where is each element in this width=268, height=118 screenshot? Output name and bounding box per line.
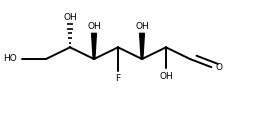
Text: OH: OH — [135, 22, 149, 31]
Text: HO: HO — [3, 54, 17, 63]
Text: OH: OH — [159, 72, 173, 81]
Text: F: F — [116, 74, 121, 83]
Text: OH: OH — [87, 22, 101, 31]
Polygon shape — [140, 33, 144, 59]
Text: OH: OH — [63, 13, 77, 22]
Polygon shape — [92, 33, 96, 59]
Text: O: O — [215, 63, 222, 72]
